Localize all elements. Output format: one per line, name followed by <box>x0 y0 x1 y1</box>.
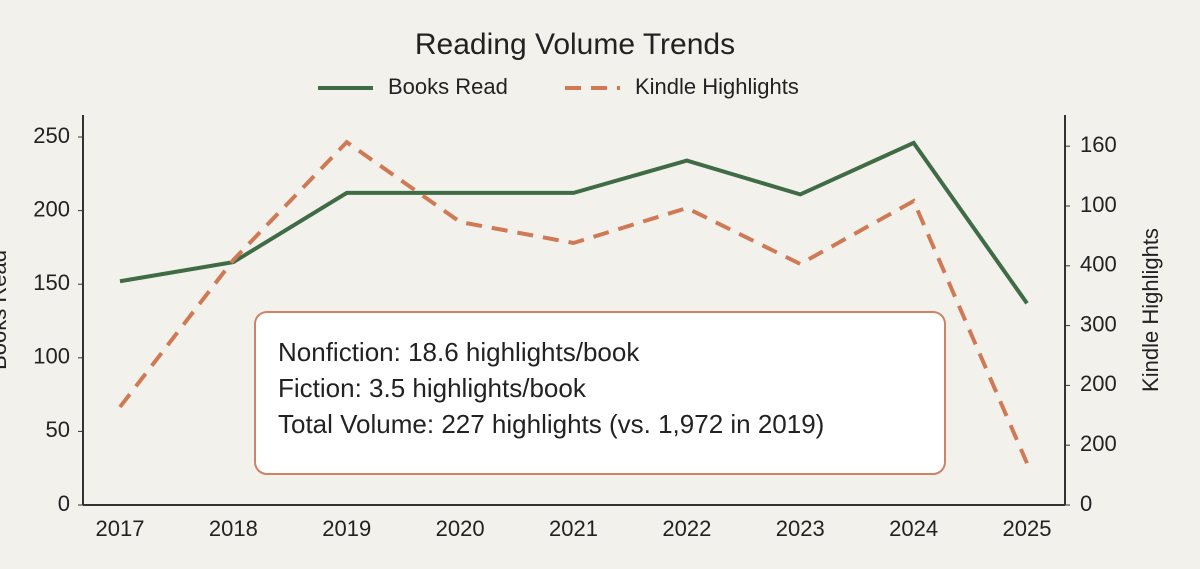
annotation-text: Total Volume: 227 highlights (vs. 1,972 … <box>278 409 824 439</box>
annotation-text: Fiction: 3.5 highlights/book <box>278 373 587 403</box>
y-tick-label: 200 <box>33 196 70 221</box>
x-tick-label: 2023 <box>776 516 825 541</box>
legend-label: Kindle Highlights <box>635 74 799 99</box>
x-tick-label: 2019 <box>322 516 371 541</box>
x-tick-label: 2021 <box>549 516 598 541</box>
x-tick-label: 2025 <box>1003 516 1052 541</box>
y2-tick-label: 100 <box>1080 192 1117 217</box>
y2-tick-label: 400 <box>1080 252 1117 277</box>
legend-label: Books Read <box>388 74 508 99</box>
x-tick-label: 2022 <box>662 516 711 541</box>
series-line <box>119 140 1029 305</box>
y2-tick-label: 300 <box>1080 311 1117 336</box>
y-tick-label: 150 <box>33 270 70 295</box>
x-tick-label: 2020 <box>436 516 485 541</box>
y2-tick-label: 200 <box>1080 371 1117 396</box>
y2-tick-label: 160 <box>1080 132 1117 157</box>
y2-axis-label: Kindle Highlights <box>1138 228 1163 392</box>
x-tick-label: 2018 <box>209 516 258 541</box>
series-line <box>118 139 1029 465</box>
y-tick-label: 0 <box>58 491 70 516</box>
y-tick-label: 50 <box>46 417 70 442</box>
y-axis-label: Books Read <box>0 250 11 370</box>
y2-tick-label: 200 <box>1080 431 1117 456</box>
y-tick-label: 100 <box>33 344 70 369</box>
x-tick-label: 2017 <box>96 516 145 541</box>
annotation-text: Nonfiction: 18.6 highlights/book <box>278 337 640 367</box>
chart-title: Reading Volume Trends <box>415 28 735 61</box>
x-tick-label: 2024 <box>889 516 938 541</box>
y-tick-label: 250 <box>33 123 70 148</box>
annotation-box <box>254 311 946 475</box>
y2-tick-label: 0 <box>1080 491 1092 516</box>
